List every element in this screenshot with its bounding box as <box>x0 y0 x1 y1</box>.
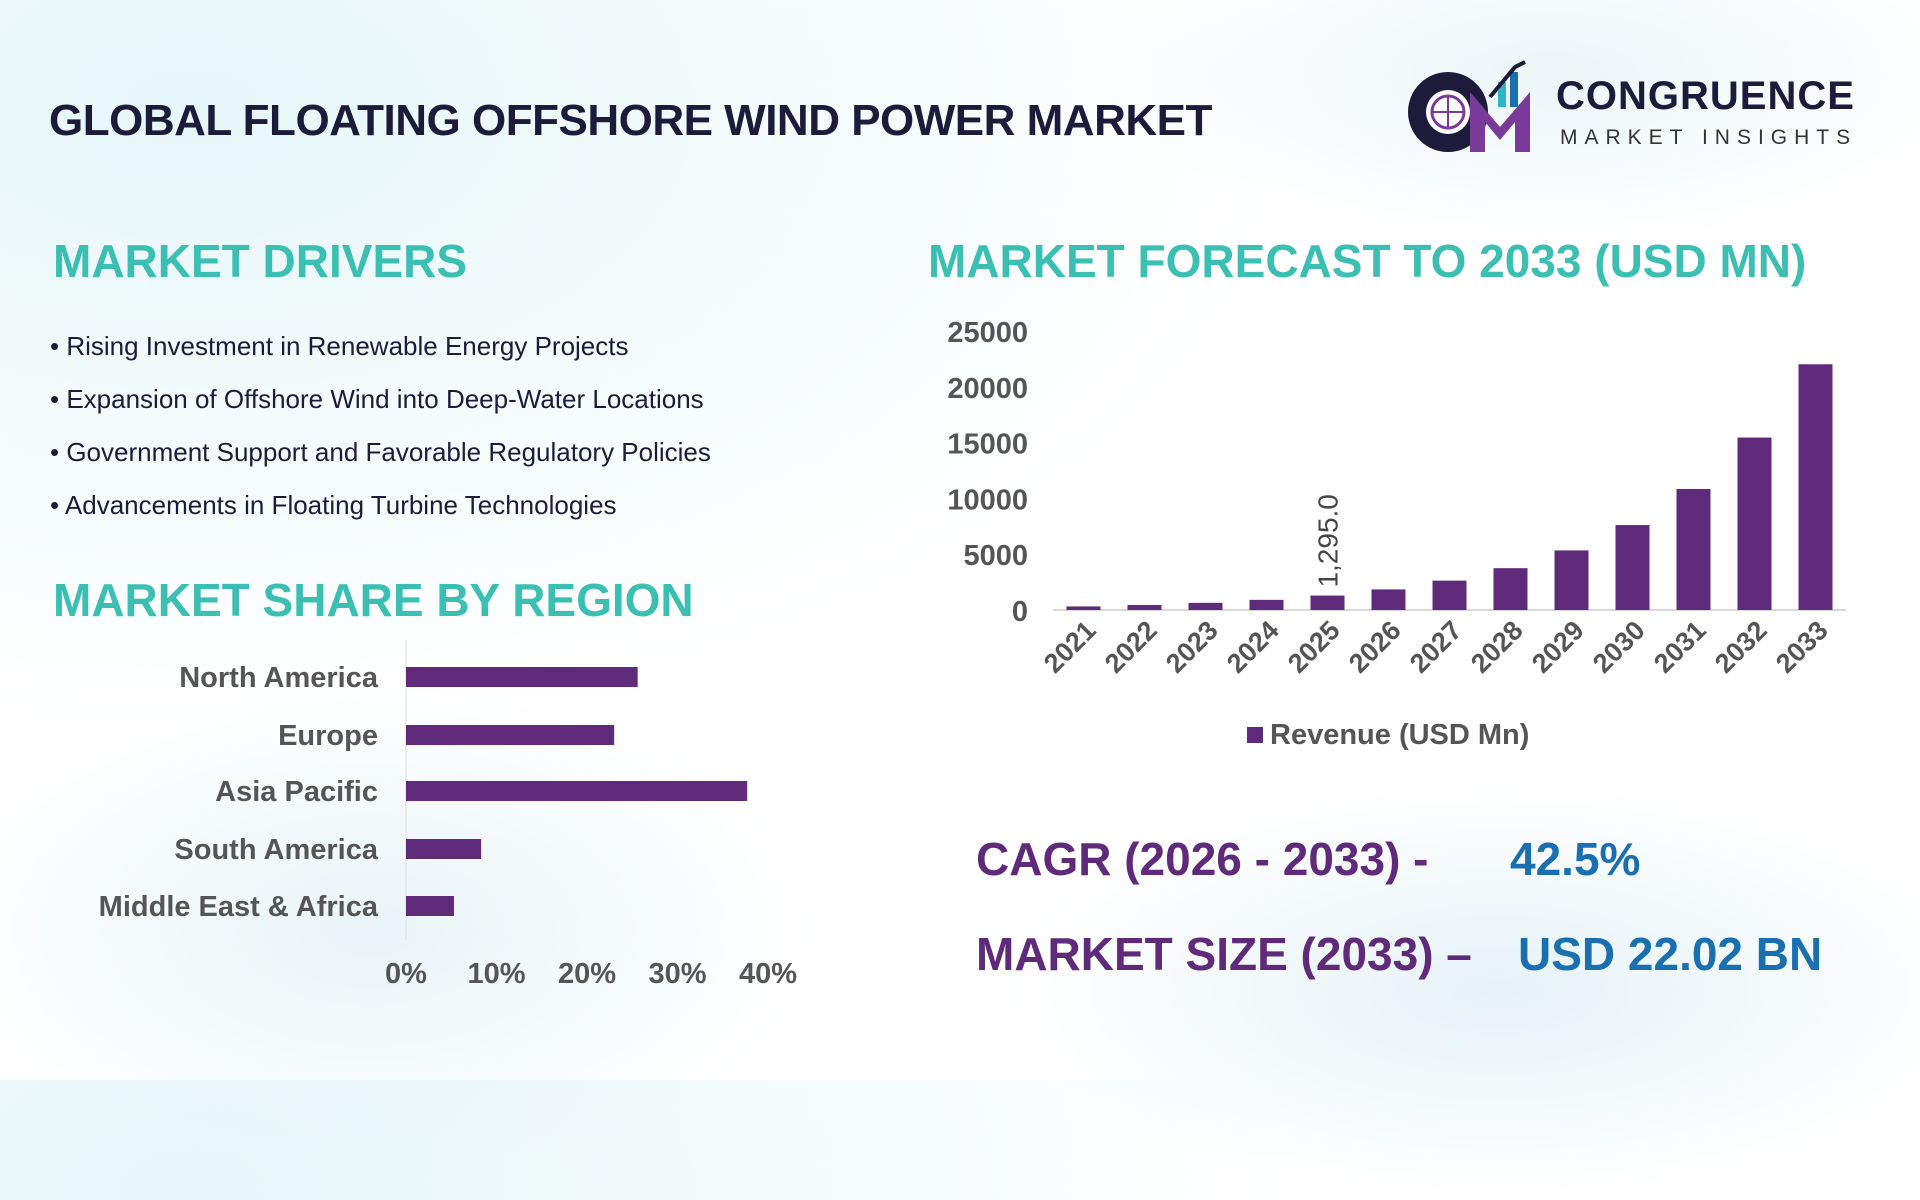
y-tick-label: 25000 <box>947 317 1028 349</box>
bar-2032 <box>1737 437 1772 610</box>
x-tick-label: 2023 <box>1160 615 1224 679</box>
y-tick-label: 0 <box>1012 596 1028 628</box>
bar-south-america <box>406 839 482 859</box>
bar-2026 <box>1371 589 1406 610</box>
x-tick-label: 2024 <box>1221 615 1285 679</box>
bar-2025 <box>1310 595 1345 610</box>
y-tick-label: 20000 <box>947 373 1028 405</box>
driver-item: • Government Support and Favorable Regul… <box>50 437 711 467</box>
category-label: South America <box>174 834 378 866</box>
category-label: North America <box>179 662 379 694</box>
cagr-value: 42.5% <box>1510 833 1641 885</box>
x-tick-label: 2030 <box>1587 615 1651 679</box>
bar-2033 <box>1798 364 1833 610</box>
cagr-label: CAGR (2026 - 2033) - <box>976 833 1429 885</box>
category-label: Asia Pacific <box>215 776 378 808</box>
driver-item: • Advancements in Floating Turbine Techn… <box>50 490 617 520</box>
bar-2028 <box>1493 568 1528 610</box>
market-size-label: MARKET SIZE (2033) – <box>976 928 1472 980</box>
x-tick-label: 2029 <box>1526 615 1590 679</box>
x-tick-label: 2025 <box>1282 615 1346 679</box>
data-label: 1,295.0 <box>1313 494 1344 587</box>
y-tick-label: 15000 <box>947 429 1028 461</box>
bar-2022 <box>1127 604 1162 610</box>
bar-middle-east-africa <box>406 896 454 916</box>
driver-item: • Expansion of Offshore Wind into Deep-W… <box>50 384 704 414</box>
legend-swatch <box>1247 727 1263 743</box>
category-label: Europe <box>278 720 378 752</box>
x-tick-label: 2026 <box>1343 615 1407 679</box>
bar-2029 <box>1554 550 1589 610</box>
x-tick-label: 2033 <box>1770 615 1834 679</box>
x-tick-label: 0% <box>385 958 427 990</box>
bar-2024 <box>1249 599 1284 610</box>
x-tick-label: 2022 <box>1099 615 1163 679</box>
x-tick-label: 2027 <box>1404 615 1468 679</box>
forecast-heading: MARKET FORECAST TO 2033 (USD MN) <box>928 235 1807 287</box>
x-tick-label: 10% <box>467 958 525 990</box>
logo-tagline: MARKET INSIGHTS <box>1560 126 1858 149</box>
drivers-heading: MARKET DRIVERS <box>53 235 468 287</box>
page-title: GLOBAL FLOATING OFFSHORE WIND POWER MARK… <box>49 96 1212 145</box>
x-tick-label: 40% <box>739 958 797 990</box>
y-tick-label: 10000 <box>947 484 1028 516</box>
legend-label: Revenue (USD Mn) <box>1270 719 1529 751</box>
bar-europe <box>406 725 615 745</box>
category-label: Middle East & Africa <box>99 891 379 923</box>
region-bar-chart: North America Europe Asia Pacific South Ame… <box>99 640 797 990</box>
bar-2031 <box>1676 488 1711 610</box>
bar-2027 <box>1432 580 1467 610</box>
forecast-bar-chart: 0500010000150002000025000202120222023202… <box>947 317 1846 751</box>
bar-asia-pacific <box>406 781 748 801</box>
x-tick-label: 20% <box>558 958 616 990</box>
market-size-value: USD 22.02 BN <box>1518 928 1823 980</box>
driver-item: • Rising Investment in Renewable Energy … <box>50 331 629 361</box>
x-tick-label: 2028 <box>1465 615 1529 679</box>
x-tick-label: 30% <box>648 958 706 990</box>
logo-name: CONGRUENCE <box>1556 74 1855 118</box>
bar-north-america <box>406 667 638 687</box>
bar-2021 <box>1066 606 1101 610</box>
y-tick-label: 5000 <box>963 540 1028 572</box>
region-heading: MARKET SHARE BY REGION <box>53 574 694 626</box>
x-tick-label: 2032 <box>1709 615 1773 679</box>
bar-2023 <box>1188 602 1223 610</box>
x-tick-label: 2021 <box>1038 615 1102 679</box>
bar-2030 <box>1615 525 1650 610</box>
logo-icon <box>1408 60 1530 152</box>
x-tick-label: 2031 <box>1648 615 1712 679</box>
